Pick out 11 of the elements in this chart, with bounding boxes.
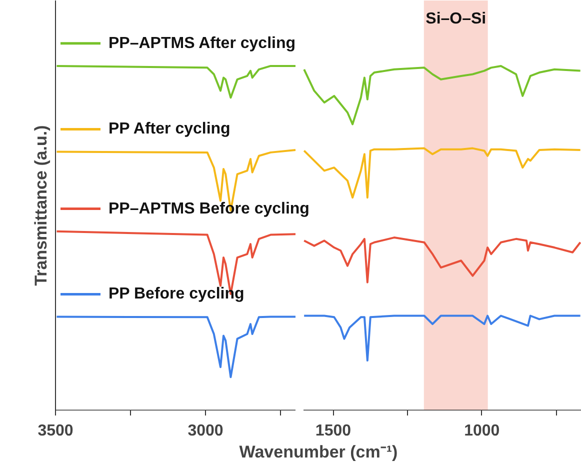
legend-label: PP Before cycling: [108, 286, 244, 303]
x-tick-label: 3000: [188, 422, 224, 440]
y-axis-title: Transmittance (a.u.): [32, 125, 50, 286]
x-tick-label: 1500: [315, 422, 352, 440]
legend-label: PP After cycling: [108, 120, 230, 138]
x-tick-label: 1000: [464, 422, 500, 440]
x-tick-label: 3500: [38, 422, 74, 440]
legend-label: PP–APTMS After cycling: [108, 34, 296, 52]
x-axis-title: Wavenumber (cm⁻¹): [239, 442, 398, 462]
band-label: Si–O–Si: [426, 10, 486, 28]
legend-label: PP–APTMS Before cycling: [108, 200, 310, 218]
